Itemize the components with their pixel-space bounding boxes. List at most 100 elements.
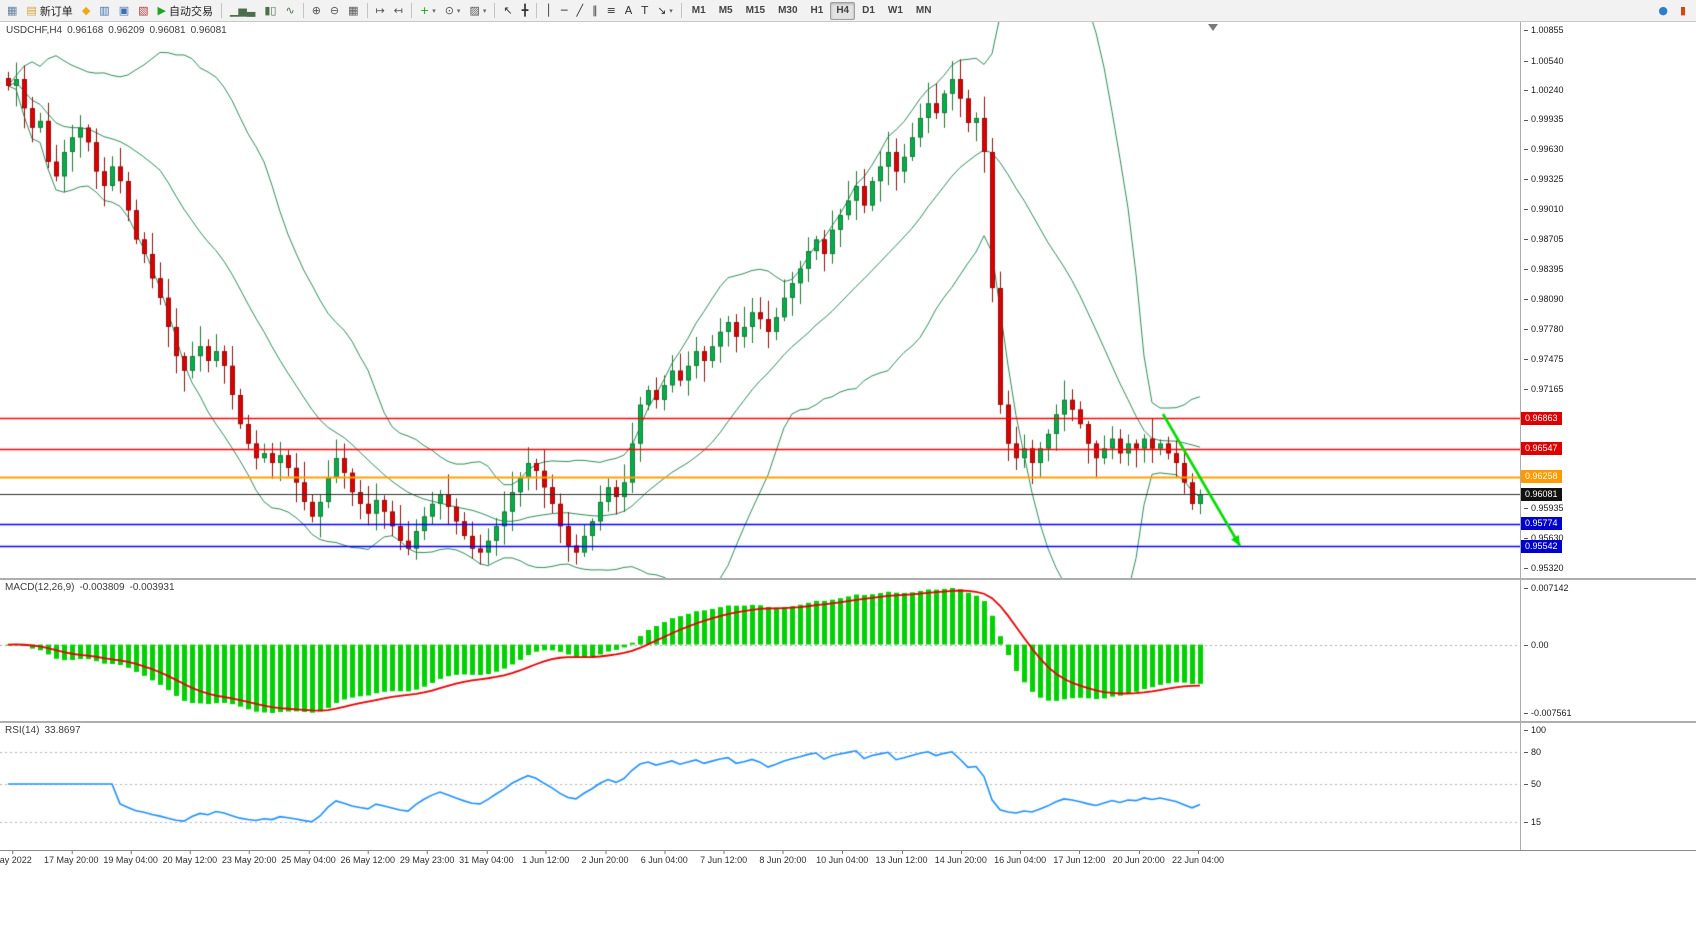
- toolbar-separator: [366, 3, 368, 18]
- alerts-button[interactable]: ▮: [1676, 2, 1690, 20]
- rsi-name: RSI(14): [5, 725, 40, 736]
- crosshair-button[interactable]: ╋: [518, 2, 533, 20]
- toolbar-separator: [494, 3, 496, 18]
- macd-name: MACD(12,26,9): [5, 582, 75, 593]
- horizontal-line-icon: ─: [560, 4, 568, 17]
- timeframe-w1-button[interactable]: W1: [887, 5, 903, 16]
- macd-axis[interactable]: 0.007142 0.00 -0.007561: [1520, 580, 1696, 721]
- rsi-panel: RSI(14) 33.8697 100 80 50 15: [0, 723, 1696, 850]
- time-axis-label: 25 May 04:00: [281, 851, 336, 865]
- autotrading-play-icon: ▶: [157, 4, 166, 17]
- periods-button[interactable]: ⊙ ▾: [441, 2, 465, 20]
- autotrading-button[interactable]: ▶ 自动交易: [154, 2, 217, 20]
- text-label-button[interactable]: T: [637, 2, 652, 20]
- current-price-badge: 0.96081: [1521, 487, 1562, 501]
- toolbar-separator: [536, 3, 538, 18]
- market-watch-button[interactable]: ▥: [95, 2, 113, 20]
- community-icon: ●: [1658, 4, 1668, 17]
- macd-canvas[interactable]: [0, 580, 1520, 721]
- vertical-line-icon: │: [545, 4, 552, 17]
- indicators-button[interactable]: + ▾: [416, 2, 440, 20]
- template-icon: ▨: [469, 4, 480, 17]
- chart-shift-button[interactable]: ↤: [390, 2, 407, 20]
- text-button[interactable]: A: [621, 2, 637, 20]
- new-order-icon: ▤: [26, 4, 37, 17]
- auto-scroll-button[interactable]: ↦: [372, 2, 389, 20]
- time-axis-label: 20 Jun 20:00: [1112, 851, 1165, 865]
- bar-chart-icon: ▁▅▃: [229, 4, 256, 17]
- line-chart-icon: ∿: [285, 4, 295, 17]
- community-button[interactable]: ●: [1654, 2, 1672, 20]
- timeframe-m30-button[interactable]: M30: [778, 5, 798, 16]
- price-tick: 0.99630: [1524, 144, 1564, 154]
- timeframe-m5-button[interactable]: M5: [718, 5, 733, 16]
- trendline-button[interactable]: ╱: [572, 2, 587, 20]
- crosshair-icon: ╋: [521, 4, 529, 17]
- metaquotes-diamond-button[interactable]: ◆: [78, 2, 94, 20]
- candlestick-chart-button[interactable]: ▮▯: [260, 2, 280, 20]
- macd-axis-label: -0.007561: [1524, 708, 1572, 718]
- time-axis[interactable]: May 2022 17 May 20:00 19 May 04:00 20 May 1…: [0, 850, 1696, 870]
- zoom-out-button[interactable]: ⊖: [326, 2, 343, 20]
- price-axis[interactable]: 1.00855 1.00540 1.00240 0.99935 0.99630 0.993…: [1520, 22, 1696, 578]
- price-tick: 1.00240: [1524, 85, 1564, 95]
- chart-window-icon: ▦: [7, 4, 18, 17]
- horizontal-line-button[interactable]: ─: [557, 2, 572, 20]
- ohlc-open: 0.96168: [67, 25, 104, 36]
- timeframe-h4-button[interactable]: H4: [830, 1, 856, 20]
- timeframe-m1-button[interactable]: M1: [691, 5, 706, 16]
- panel-splitter-2[interactable]: [0, 721, 1696, 723]
- channel-button[interactable]: ∥: [588, 2, 602, 20]
- chevron-down-icon: ▾: [456, 6, 461, 15]
- line-chart-button[interactable]: ∿: [281, 2, 298, 20]
- terminal-button[interactable]: ▧: [134, 2, 152, 20]
- toolbar-separator: [220, 3, 222, 18]
- rsi-axis-label: 15: [1524, 817, 1541, 827]
- tile-windows-icon: ▦: [348, 4, 359, 17]
- zoom-in-button[interactable]: ⊕: [308, 2, 325, 20]
- diamond-icon: ◆: [81, 4, 91, 17]
- toolbar-right-group: ● ▮: [1654, 2, 1693, 20]
- timeframe-mn-button[interactable]: MN: [915, 5, 932, 16]
- time-axis-label: May 2022: [0, 851, 32, 865]
- rsi-canvas[interactable]: [0, 723, 1520, 850]
- toolbar-separator: [302, 3, 304, 18]
- timeframe-h1-button[interactable]: H1: [810, 5, 824, 16]
- alert-icon: ▮: [1679, 4, 1686, 17]
- navigator-button[interactable]: ▣: [115, 2, 133, 20]
- cursor-button[interactable]: ↖: [499, 2, 516, 20]
- new-order-button[interactable]: ▤ 新订单: [22, 2, 76, 20]
- ohlc-low: 0.96081: [149, 25, 186, 36]
- price-chart-canvas[interactable]: [0, 22, 1520, 578]
- timeframe-m15-button[interactable]: M15: [745, 5, 766, 16]
- time-axis-label: 17 May 20:00: [44, 851, 99, 865]
- rsi-axis[interactable]: 100 80 50 15: [1520, 723, 1696, 850]
- time-axis-label: 16 Jun 04:00: [994, 851, 1047, 865]
- text-icon: A: [624, 4, 633, 17]
- timeframe-d1-button[interactable]: D1: [862, 5, 875, 16]
- time-axis-label: 10 Jun 04:00: [816, 851, 869, 865]
- macd-signal-value: -0.003931: [129, 582, 175, 593]
- time-axis-label: 1 Jun 12:00: [522, 851, 570, 865]
- price-tick: 0.97780: [1524, 324, 1564, 334]
- rsi-axis-label: 80: [1524, 747, 1541, 757]
- templates-button[interactable]: ▨ ▾: [465, 2, 490, 20]
- chart-window-button[interactable]: ▦: [3, 2, 21, 20]
- price-tick: 0.98090: [1524, 294, 1564, 304]
- bar-chart-button[interactable]: ▁▅▃: [226, 2, 259, 20]
- price-tick: 0.98705: [1524, 234, 1564, 244]
- panel-splitter-1[interactable]: [0, 578, 1696, 580]
- macd-axis-label: 0.00: [1524, 640, 1549, 650]
- resistance-line-badge: 0.96547: [1521, 442, 1562, 456]
- zoom-out-icon: ⊖: [329, 4, 340, 17]
- tile-windows-button[interactable]: ▦: [344, 2, 362, 20]
- price-tick: 0.97475: [1524, 354, 1564, 364]
- time-axis-label: 14 Jun 20:00: [934, 851, 987, 865]
- arrow-objects-button[interactable]: ↘ ▾: [653, 2, 677, 20]
- chart-title: USDCHF,H4 0.96168 0.96209 0.96081 0.96081: [6, 25, 232, 36]
- vertical-line-button[interactable]: │: [541, 2, 556, 20]
- chart-shift-icon: ↤: [393, 4, 403, 17]
- chart-shift-marker[interactable]: [1208, 24, 1218, 31]
- fibonacci-button[interactable]: ≡: [603, 2, 620, 20]
- price-tick: 0.99935: [1524, 114, 1564, 124]
